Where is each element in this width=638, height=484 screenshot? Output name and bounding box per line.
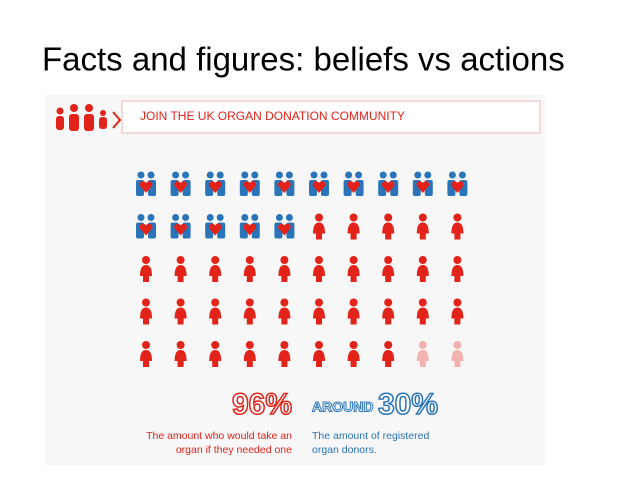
person-icon	[243, 341, 256, 367]
person-icon	[174, 298, 187, 325]
person-icon	[382, 213, 395, 240]
person-icon	[313, 213, 325, 240]
person-icon	[209, 256, 222, 282]
person-icon	[209, 298, 222, 325]
person-icon	[347, 213, 360, 240]
person-icon	[343, 171, 364, 196]
person-icon	[278, 341, 291, 367]
person-icon	[136, 171, 156, 196]
person-icon	[416, 341, 429, 367]
person-icon	[347, 298, 360, 325]
person-icon	[313, 341, 325, 367]
person-icon	[416, 298, 429, 325]
person-icon	[243, 256, 256, 282]
person-icon	[347, 256, 360, 282]
person-icon	[174, 341, 187, 367]
banner-box	[121, 100, 541, 134]
person-icon	[451, 341, 464, 367]
banner-arrow	[112, 111, 122, 129]
slide-title: Facts and figures: beliefs vs actions	[42, 41, 565, 78]
person-icon	[278, 256, 291, 282]
person-icon	[313, 298, 325, 325]
person-icon	[382, 341, 395, 367]
person-icon	[416, 256, 429, 282]
person-icon	[313, 256, 325, 282]
person-icon	[309, 171, 329, 196]
person-icon	[412, 171, 433, 196]
person-icon	[209, 341, 222, 367]
person-icon	[347, 341, 360, 367]
stat-caption: organ donors.	[312, 444, 377, 456]
banner-text: JOIN THE UK ORGAN DONATION COMMUNITY	[140, 109, 405, 123]
person-icon	[140, 256, 152, 282]
person-icon	[274, 171, 295, 196]
person-icon	[451, 213, 464, 240]
person-icon	[451, 256, 464, 282]
stat-caption: The amount of registered	[312, 430, 429, 442]
stat-label: 96%	[232, 388, 292, 421]
person-icon	[239, 171, 260, 196]
stat-caption: The amount who would take an	[146, 430, 292, 442]
icon-grid	[136, 171, 468, 367]
person-icon	[170, 171, 191, 196]
person-icon	[382, 256, 395, 282]
person-icon	[205, 214, 226, 239]
person-icon	[278, 298, 291, 325]
person-icon	[174, 256, 187, 282]
person-icon	[447, 171, 468, 196]
person-icon	[239, 214, 260, 239]
person-icon	[140, 341, 152, 367]
stat-caption: organ if they needed one	[176, 444, 292, 456]
stat-prefix: AROUND	[312, 399, 373, 415]
person-icon	[274, 214, 295, 239]
stat-label: 30%	[378, 388, 438, 421]
infographic-bg	[45, 95, 545, 465]
person-icon	[382, 298, 395, 325]
person-icon	[170, 214, 191, 239]
person-icon	[136, 214, 156, 239]
person-icon	[140, 298, 152, 325]
person-icon	[205, 171, 226, 196]
person-icon	[416, 213, 429, 240]
banner-people	[56, 104, 107, 131]
person-icon	[243, 298, 256, 325]
person-icon	[378, 171, 399, 196]
person-icon	[451, 298, 464, 325]
